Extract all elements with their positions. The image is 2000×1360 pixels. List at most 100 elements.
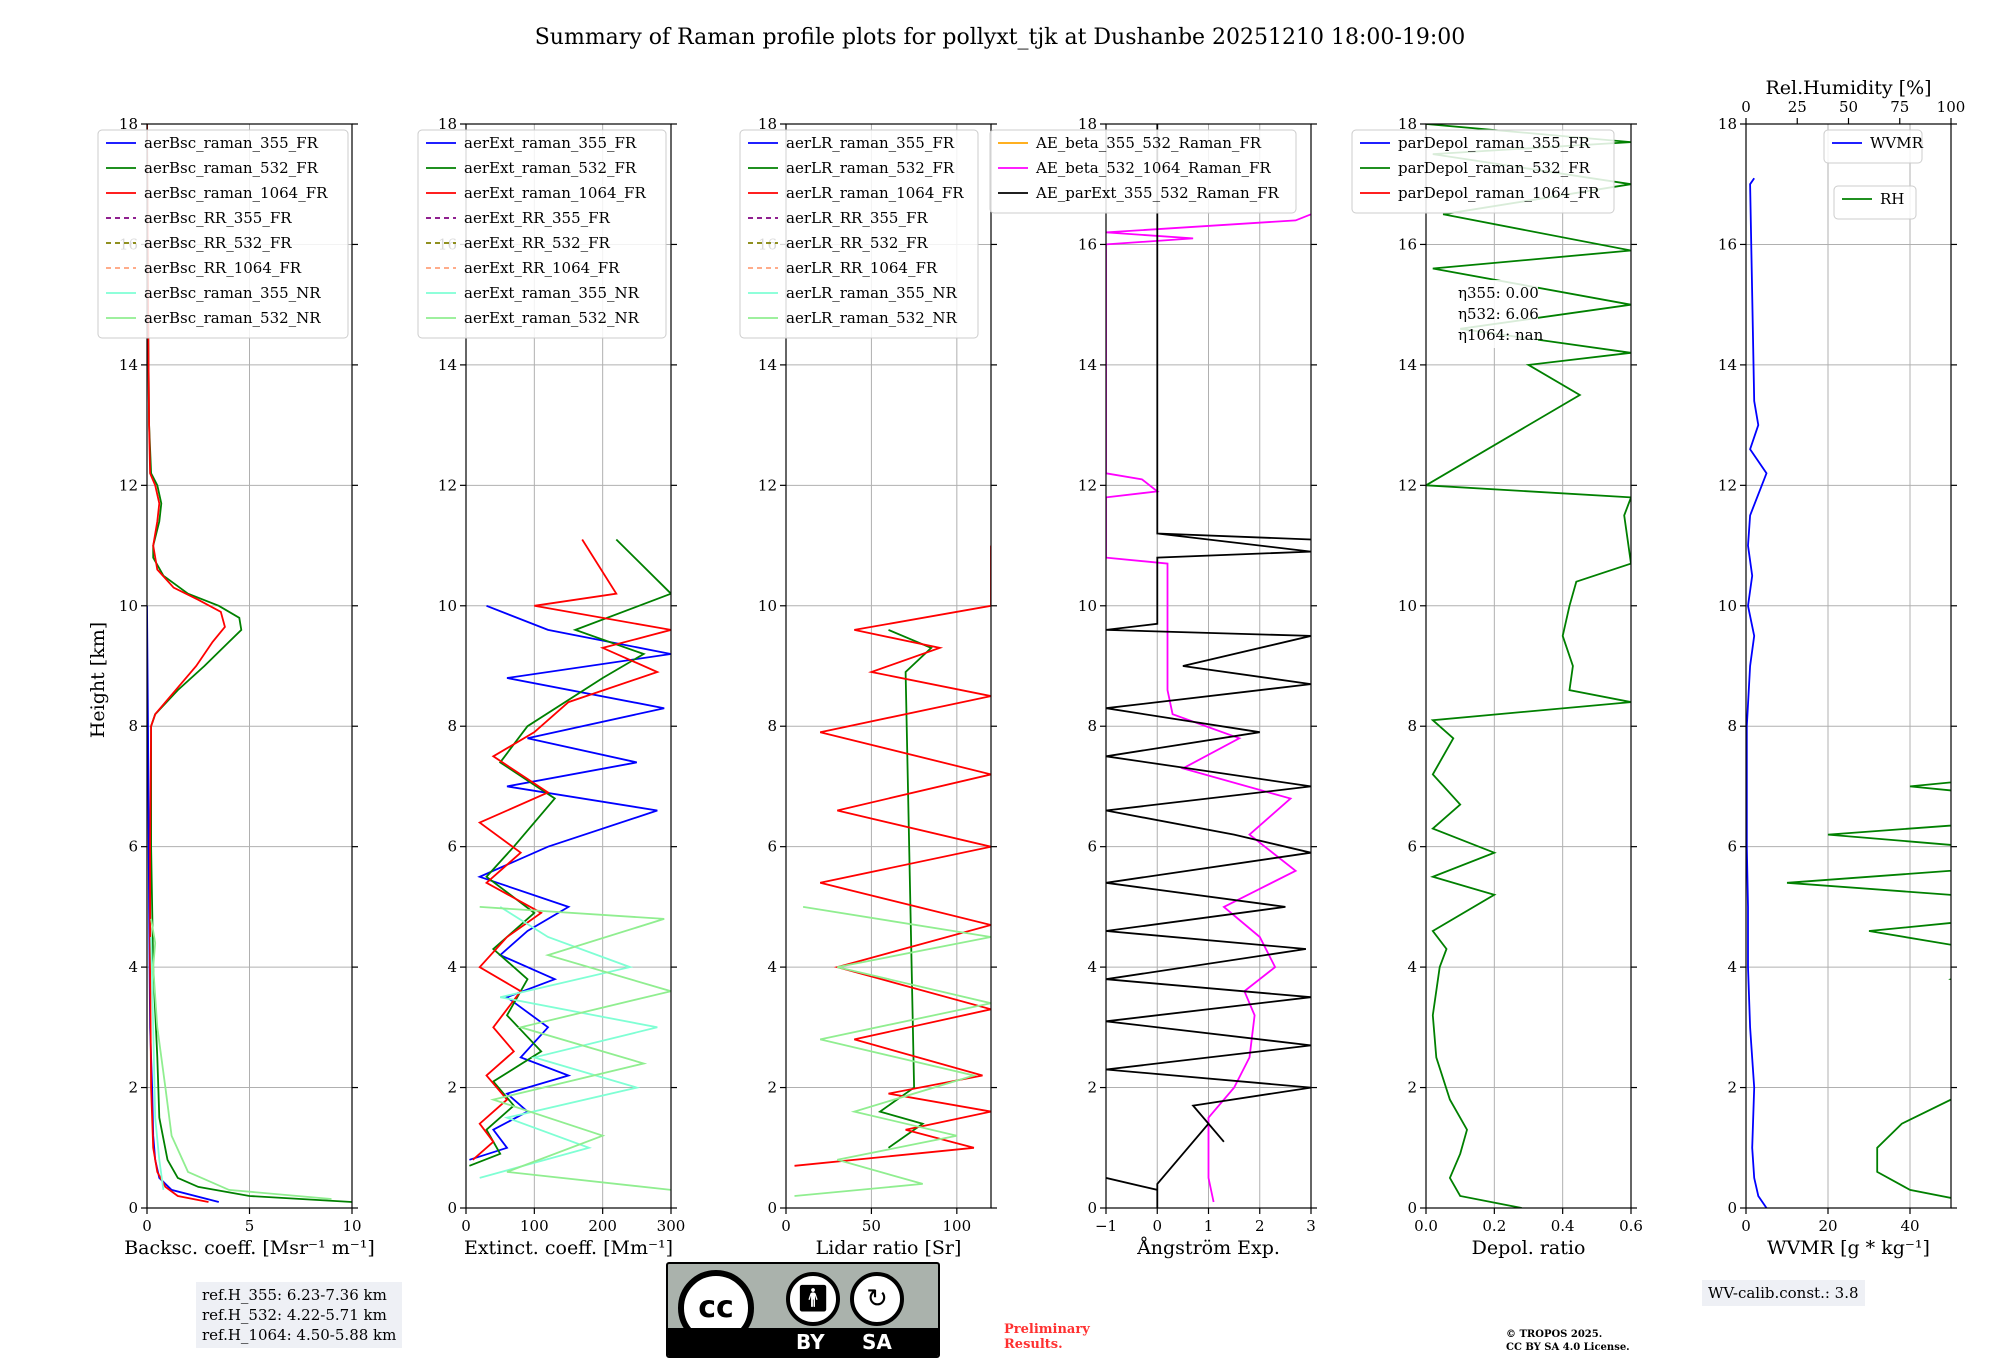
x-tick-label: 300 [657,1217,686,1235]
y-tick-label: 4 [1407,958,1417,976]
legend: parDepol_raman_355_FR parDepol_raman_532_… [1351,129,1615,214]
y-tick-label: 0 [767,1199,777,1217]
y-tick-label: 8 [1407,717,1417,735]
plot-frame [465,123,672,1209]
y-tick-label: 12 [119,476,138,494]
legend-entry: aerExt_RR_355_FR [464,209,611,227]
x2-tick-label: 25 [1788,98,1807,116]
y-tick-label: 14 [1718,356,1737,374]
x-tick-label: 100 [520,1217,549,1235]
y-tick-label: 2 [767,1079,777,1097]
legend-entry: aerBsc_raman_355_FR [144,134,319,152]
legend-entry: parDepol_raman_1064_FR [1398,184,1600,202]
x2-tick-label: 75 [1890,98,1909,116]
legend-entry: aerExt_RR_532_FR [464,234,611,252]
series-line-aerLR_raman_532_FR [877,629,933,1149]
x-tick-label: 50 [862,1217,881,1235]
legend-entry: aerBsc_RR_1064_FR [144,259,302,277]
y-tick-label: 8 [1727,717,1737,735]
y-tick-label: 8 [1087,717,1097,735]
legend-entry: aerBsc_raman_1064_FR [144,184,328,202]
series-line-aerLR_raman_1064_FR [794,545,991,1167]
ref-height-355: ref.H_355: 6.23-7.36 km [202,1286,387,1304]
share-alike-icon: ↻ [850,1272,904,1326]
series-group [1746,177,1951,1208]
y-tick-label: 0 [1087,1199,1097,1217]
legend-entry: aerBsc_RR_532_FR [144,234,292,252]
figure-title: Summary of Raman profile plots for polly… [535,25,1466,50]
legend-box [1351,129,1615,214]
series-group [1426,124,1631,1208]
legend-box [97,129,349,339]
series-line-aerExt_raman_532_NR [479,906,671,1191]
x-tick-label: 0 [1741,1217,1751,1235]
series-line-aerExt_raman_532_FR [469,538,671,1167]
y-tick-label: 6 [1407,838,1417,856]
legend: aerExt_raman_355_FR aerExt_raman_532_FRae… [417,129,667,339]
depol-annotation: η355: 0.00 η532: 6.06 η1064: nan [1452,280,1544,348]
series-line-aerBsc_raman_532_NR [150,918,332,1200]
legend: RH [1833,185,1917,220]
preliminary-line-1: Preliminary [1004,1322,1090,1337]
panel-depol: 0 2 4 6 8 10 12 14 16 18 0.0 0.2 0.4 0.6 Depol. ratio p… [1351,115,1643,1259]
x-tick-label: 10 [342,1217,361,1235]
legend: aerBsc_raman_355_FR aerBsc_raman_532_FRae… [97,129,349,339]
y-tick-label: 12 [1078,476,1097,494]
x-tick-label: 0 [1152,1217,1162,1235]
series-line-aerExt_raman_355_NR [479,906,658,1179]
y-tick-label: 10 [758,597,777,615]
x-tick-label: 1 [1204,1217,1214,1235]
series-line-WVMR [1746,177,1768,1208]
y-tick-label: 4 [1727,958,1737,976]
y-tick-label: 8 [447,717,457,735]
x-tick-label: 0.6 [1619,1217,1643,1235]
legend-entry: aerExt_raman_532_NR [464,309,640,327]
x-tick-label: 2 [1255,1217,1265,1235]
y-tick-label: 12 [1398,476,1417,494]
y-tick-label: 14 [758,356,777,374]
y-tick-label: 10 [119,597,138,615]
y-tick-label: 4 [767,958,777,976]
series-line-aerExt_raman_355_FR [469,604,671,1161]
y-tick-label: 2 [1407,1079,1417,1097]
y-tick-label: 14 [1078,356,1097,374]
y-tick-label: 12 [438,476,457,494]
x2-tick-label: 0 [1741,98,1751,116]
y-tick-label: 0 [1407,1199,1417,1217]
preliminary-note: Preliminary Results. [1004,1322,1124,1352]
x-tick-label: 100 [943,1217,972,1235]
y-tick-label: 8 [128,717,138,735]
x-tick-label: 0.2 [1482,1217,1506,1235]
license-band [668,1328,938,1356]
y-tick-label: 0 [128,1199,138,1217]
y-tick-label: 14 [119,356,138,374]
legend-entry: aerLR_raman_532_FR [786,159,955,177]
x-tick-label: 0.0 [1414,1217,1438,1235]
legend-entry: aerExt_raman_355_FR [464,134,637,152]
x-axis-label: Depol. ratio [1472,1237,1586,1259]
annotation-line: η355: 0.00 [1458,284,1539,302]
y-tick-label: 6 [1727,838,1737,856]
x-axis-label: Extinct. coeff. [Mm⁻¹] [464,1237,673,1259]
x-axis-label: Ångström Exp. [1136,1237,1280,1259]
y-tick-label: 8 [767,717,777,735]
x-tick-label: −1 [1095,1217,1117,1235]
y-tick-label: 6 [767,838,777,856]
legend-entry: aerBsc_RR_355_FR [144,209,292,227]
series-line-aerBsc_raman_355_FR [147,605,220,1203]
legend-entry: aerExt_raman_1064_FR [464,184,646,202]
y-tick-label: 0 [447,1199,457,1217]
y-tick-label: 18 [1078,115,1097,133]
y-tick-label: 6 [1087,838,1097,856]
y-tick-label: 16 [1078,235,1097,253]
y-tick-label: 10 [1398,597,1417,615]
legend: aerLR_raman_355_FR aerLR_raman_532_FR aerL… [739,129,979,339]
plot-frame [1745,123,1952,1209]
annotation-line: η532: 6.06 [1458,305,1539,323]
y-tick-label: 2 [128,1079,138,1097]
plot-frame [1425,123,1632,1209]
y-tick-label: 12 [1718,476,1737,494]
y-tick-label: 6 [447,838,457,856]
y-tick-label: 4 [447,958,457,976]
